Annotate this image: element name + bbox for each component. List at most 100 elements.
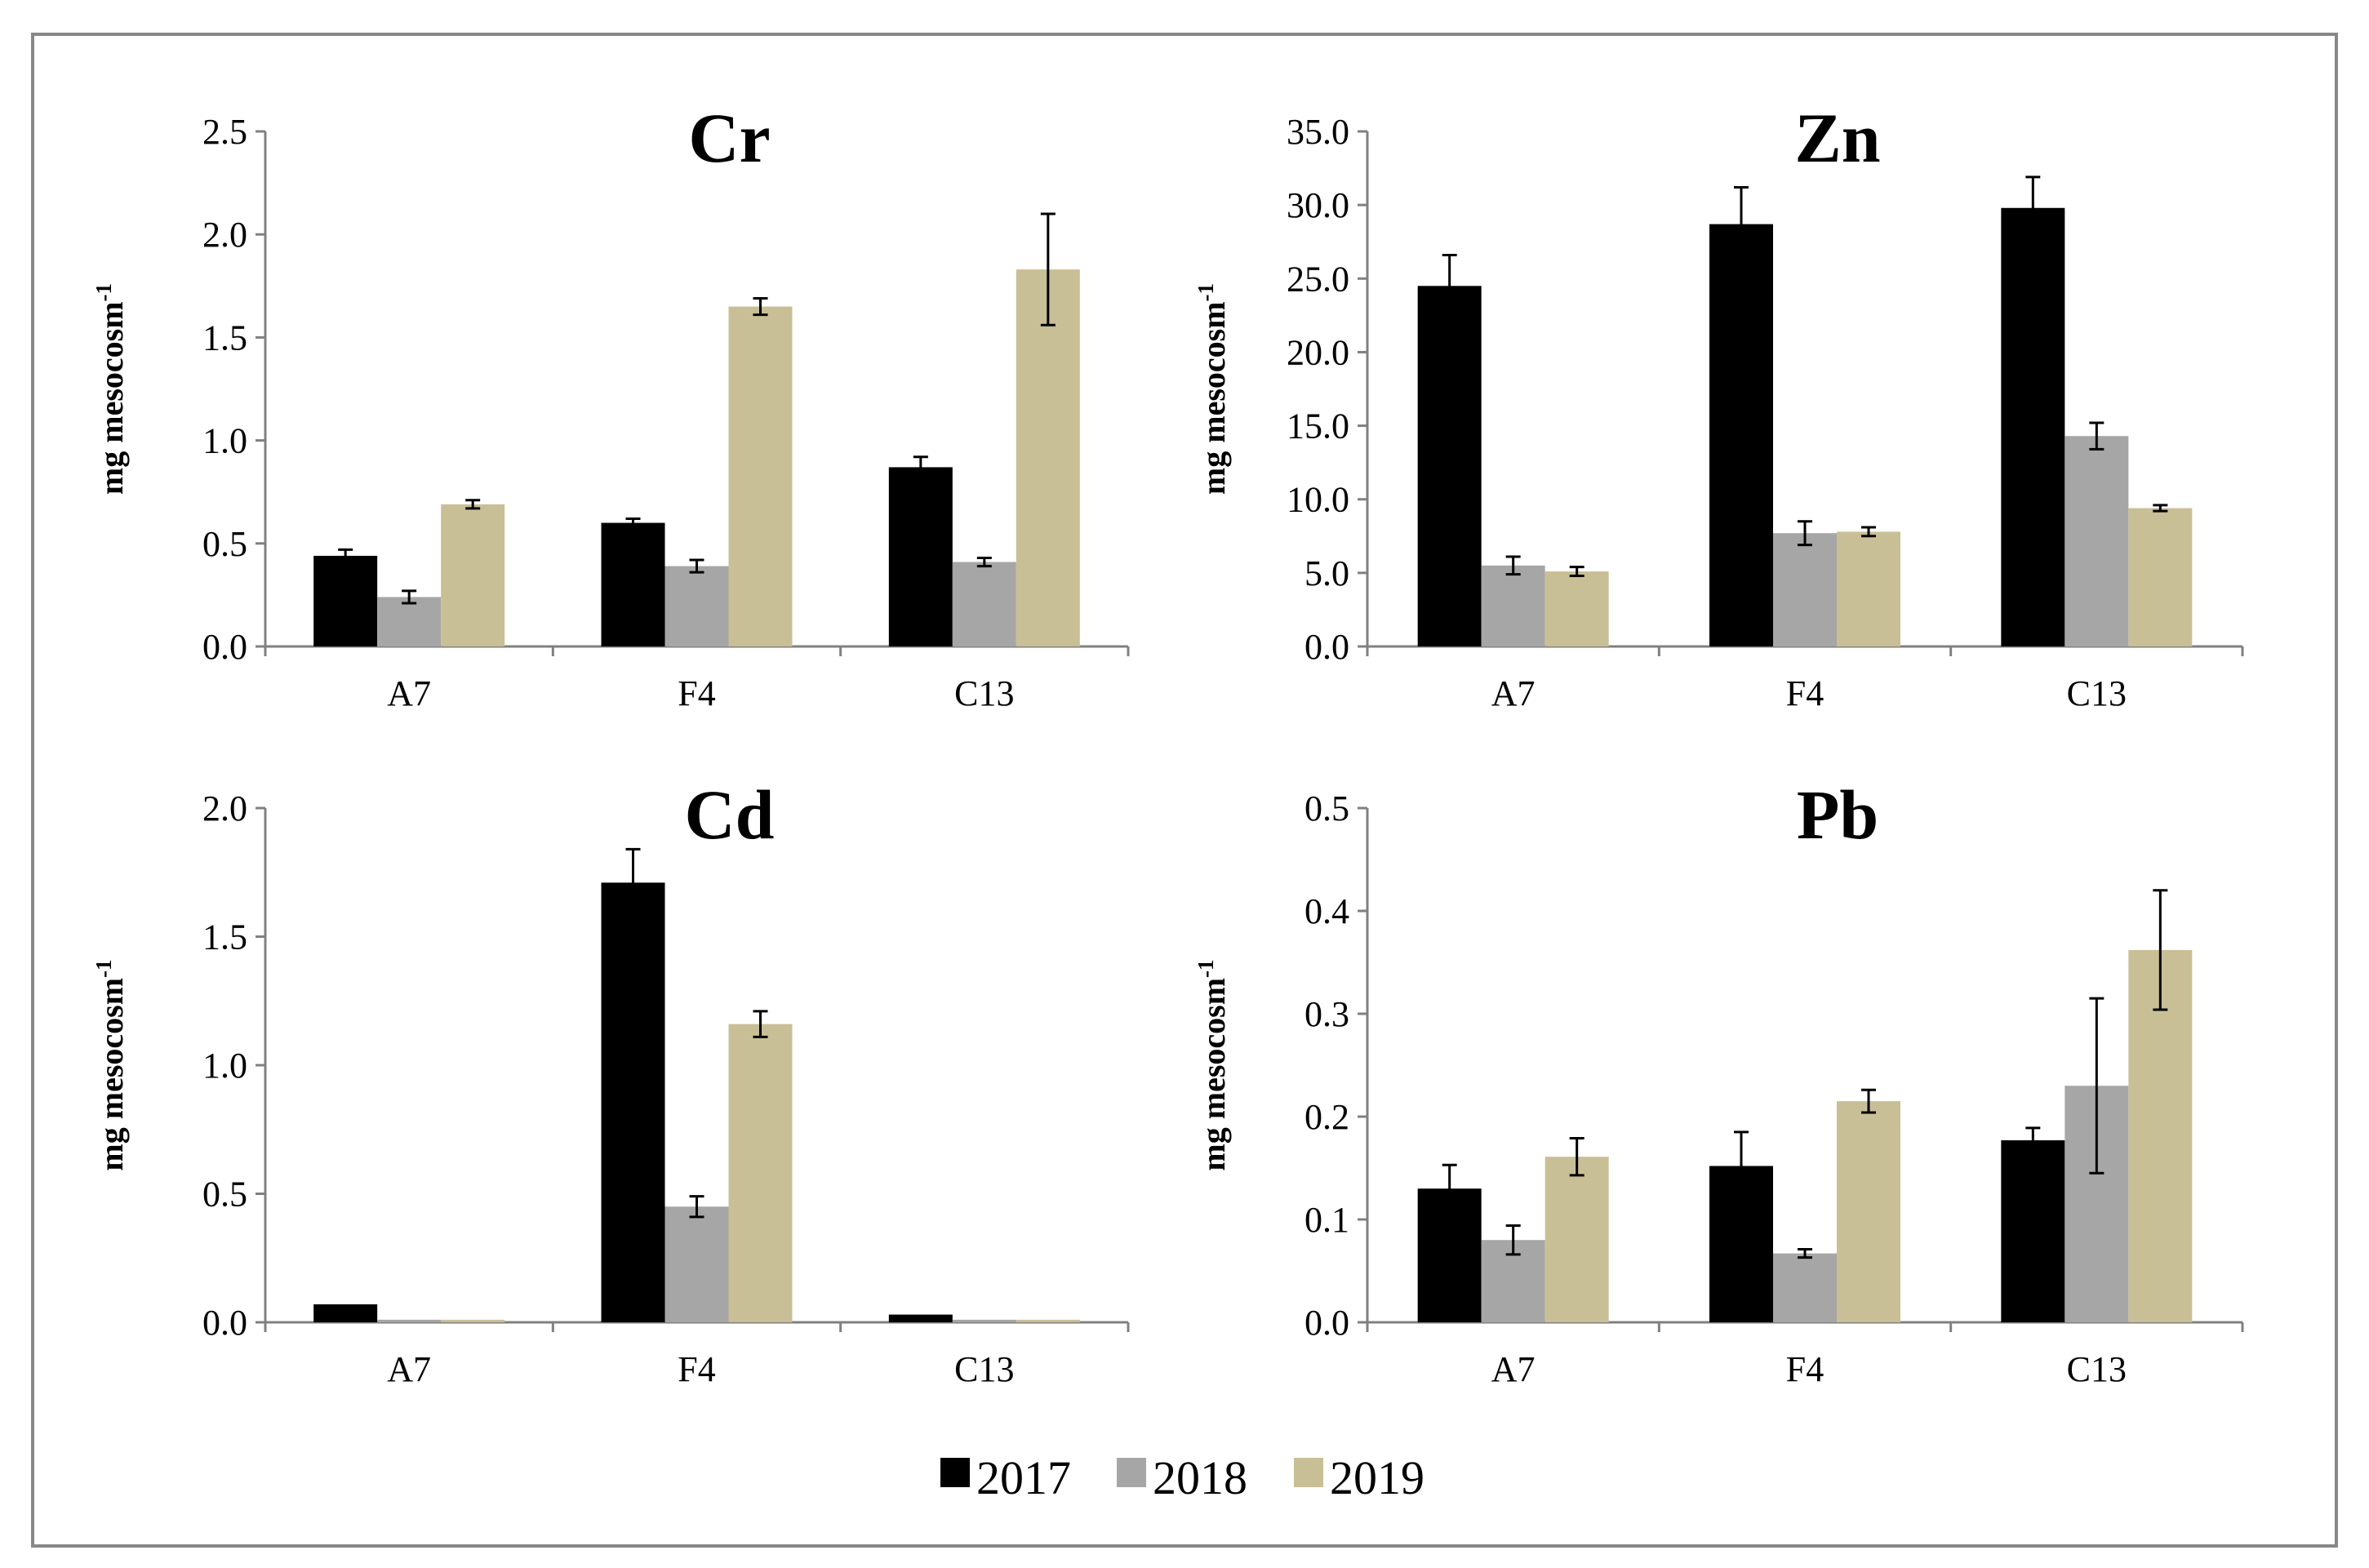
- error-bar-2018-f4: [689, 1195, 704, 1219]
- bar-2017-f4: [601, 522, 665, 646]
- bar-2019-a7: [1545, 1157, 1609, 1322]
- bar-2017-f4: [601, 882, 665, 1322]
- bar-2019-c13: [2128, 508, 2193, 646]
- error-bar-2018-c13: [2089, 421, 2105, 451]
- x-category-label: C13: [954, 1349, 1014, 1389]
- chart-zn: 0.0 5.0 10.0 15.0 20.0 25.0 30.0 35.0 A7 F4 C13 Zn m…: [1193, 99, 2244, 713]
- legend-item-2018: 2018: [1117, 1451, 1247, 1504]
- y-tick-label: 30.0: [1287, 185, 1349, 225]
- y-tick-label: 0.5: [202, 524, 247, 564]
- legend: 2017 2018 2019: [940, 1451, 1425, 1504]
- chart-title: Cd: [685, 775, 775, 854]
- legend-item-2017: 2017: [940, 1451, 1071, 1504]
- y-tick-label: 0.5: [202, 1175, 247, 1215]
- error-bar-2017-c13: [2025, 1126, 2041, 1154]
- bar-2017-c13: [888, 1314, 953, 1322]
- bar-2017-c13: [2001, 1139, 2065, 1322]
- x-category-label: A7: [387, 1349, 431, 1389]
- y-tick-label: 20.0: [1287, 332, 1349, 372]
- x-category-label: F4: [678, 1349, 715, 1389]
- figure-border: [31, 33, 2338, 1548]
- bar-2019-a7: [441, 504, 505, 646]
- x-category-label: A7: [1491, 1349, 1536, 1389]
- error-bar-2019-a7: [1569, 566, 1585, 577]
- bar-2019-f4: [728, 306, 793, 646]
- error-bar-2017-a7: [1442, 1163, 1457, 1214]
- legend-label: 2019: [1330, 1451, 1425, 1504]
- y-tick-label: 35.0: [1287, 112, 1349, 152]
- error-bar-2019-a7: [1569, 1136, 1585, 1177]
- error-bar-2019-f4: [753, 296, 768, 317]
- y-tick-label: 0.0: [1305, 627, 1349, 667]
- bar-2018-f4: [1773, 533, 1837, 646]
- legend-swatch: [1294, 1458, 1323, 1487]
- error-bar-2017-f4: [625, 517, 641, 529]
- bar-2018-f4: [664, 1206, 729, 1322]
- x-category-label: C13: [2067, 1349, 2127, 1389]
- error-bar-2018-a7: [1505, 1224, 1521, 1256]
- error-bar-2018-f4: [689, 558, 704, 574]
- bar-2017-c13: [888, 467, 953, 646]
- chart-title: Zn: [1794, 99, 1880, 177]
- y-tick-label: 0.0: [202, 627, 247, 667]
- error-bar-2017-f4: [1734, 186, 1749, 263]
- error-bar-2018-f4: [1798, 1248, 1812, 1259]
- bar-2018-f4: [1773, 1253, 1837, 1322]
- y-tick-label: 25.0: [1287, 259, 1349, 299]
- error-bar-2018-f4: [1798, 520, 1812, 547]
- chart-cr: 0.0 0.5 1.0 1.5 2.0 2.5 A7 F4 C13 Cr mg mesocosm-1: [91, 99, 1130, 713]
- error-bar-2017-f4: [625, 847, 641, 917]
- bar-2017-a7: [313, 555, 378, 646]
- error-bar-2019-c13: [1040, 212, 1056, 326]
- x-category-label: C13: [954, 673, 1014, 713]
- bar-2018-a7: [377, 597, 442, 646]
- y-tick-label: 2.5: [202, 112, 247, 152]
- error-bar-2019-f4: [753, 1010, 768, 1038]
- y-tick-label: 15.0: [1287, 406, 1349, 446]
- y-axis-label: mg mesocosm-1: [91, 283, 130, 495]
- x-category-label: A7: [387, 673, 431, 713]
- y-tick-label: 1.5: [202, 917, 247, 957]
- chart-cd: 0.0 0.5 1.0 1.5 2.0 A7 F4 C13 Cd mg mesocosm-1: [91, 775, 1130, 1389]
- error-bar-2019-f4: [1861, 1088, 1876, 1114]
- y-tick-label: 5.0: [1305, 553, 1349, 593]
- y-tick-label: 2.0: [202, 215, 247, 255]
- bar-2018-c13: [952, 562, 1016, 646]
- y-tick-label: 2.0: [202, 788, 247, 828]
- y-tick-label: 1.5: [202, 318, 247, 358]
- y-tick-label: 1.0: [202, 1046, 247, 1086]
- bar-2017-f4: [1709, 224, 1773, 647]
- bar-2019-f4: [1837, 531, 1900, 646]
- bar-2018-c13: [2065, 436, 2129, 646]
- error-bar-2017-c13: [913, 455, 928, 479]
- bar-2018-a7: [1481, 565, 1545, 646]
- chart-title: Pb: [1797, 775, 1878, 854]
- y-tick-label: 0.2: [1305, 1097, 1349, 1137]
- bar-2019-a7: [1545, 571, 1609, 646]
- error-bar-2017-a7: [338, 548, 353, 564]
- legend-swatch: [1117, 1458, 1146, 1487]
- y-tick-label: 0.1: [1305, 1200, 1349, 1240]
- error-bar-2019-a7: [465, 499, 481, 510]
- error-bar-2017-f4: [1734, 1130, 1749, 1202]
- y-axis-label: mg mesocosm-1: [91, 959, 130, 1170]
- error-bar-2017-a7: [1442, 253, 1457, 318]
- x-category-label: F4: [678, 673, 715, 713]
- y-axis-label: mg mesocosm-1: [1193, 283, 1232, 495]
- chart-panels: 0.0 0.5 1.0 1.5 2.0 2.5 A7 F4 C13 Cr mg mesocosm-1…: [91, 99, 2244, 1389]
- y-tick-label: 10.0: [1287, 480, 1349, 520]
- y-tick-label: 0.4: [1305, 891, 1349, 931]
- y-axis-label: mg mesocosm-1: [1193, 959, 1232, 1170]
- x-category-label: F4: [1786, 1349, 1824, 1389]
- y-tick-label: 0.0: [202, 1303, 247, 1343]
- chart-title: Cr: [688, 99, 770, 177]
- x-category-label: F4: [1786, 673, 1824, 713]
- x-category-label: A7: [1491, 673, 1536, 713]
- error-bar-2019-c13: [2153, 504, 2168, 513]
- y-tick-label: 0.5: [1305, 788, 1349, 828]
- bar-2019-f4: [1837, 1101, 1900, 1322]
- error-bar-2018-c13: [976, 556, 992, 568]
- bar-2018-c13: [952, 1319, 1016, 1322]
- error-bar-2017-c13: [2025, 175, 2041, 241]
